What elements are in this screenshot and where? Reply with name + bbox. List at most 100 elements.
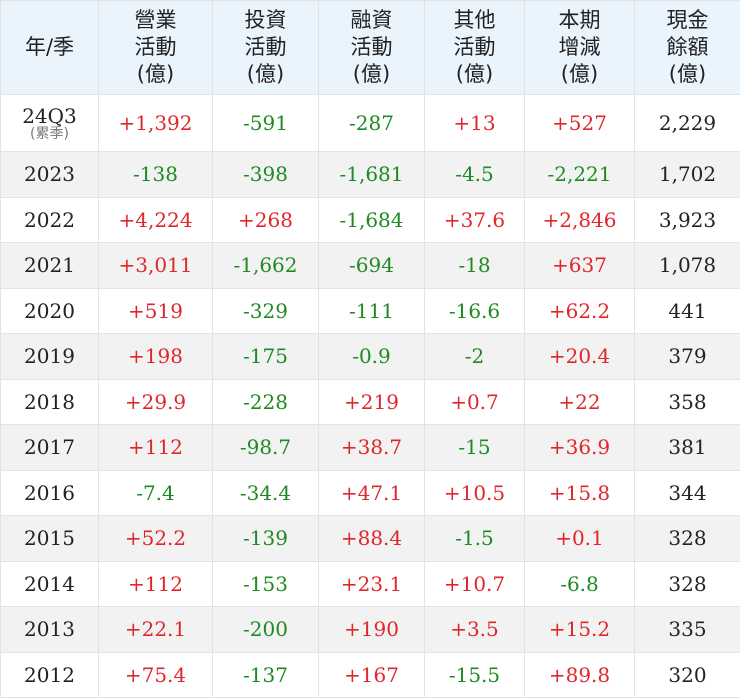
header-line: 本期	[525, 7, 634, 34]
other-value: -15	[425, 425, 525, 471]
cash-balance-value: 1,078	[635, 243, 740, 289]
period-label: 2015	[24, 526, 75, 550]
investing-value: -175	[213, 334, 319, 380]
investing-value: -200	[213, 607, 319, 653]
financing-value: -694	[319, 243, 425, 289]
financing-value: -0.9	[319, 334, 425, 380]
net-change-value: +20.4	[525, 334, 635, 380]
header-line: (億)	[525, 61, 634, 88]
header-line: 融資	[319, 7, 424, 34]
net-change-value: +62.2	[525, 288, 635, 334]
net-change-header: 本期增減(億)	[525, 1, 635, 95]
investing-header: 投資活動(億)	[213, 1, 319, 95]
other-value: -2	[425, 334, 525, 380]
period-cell: 2023	[1, 152, 99, 198]
investing-value: -329	[213, 288, 319, 334]
operating-value: +112	[99, 561, 213, 607]
header-line: (億)	[213, 61, 318, 88]
header-line: 增減	[525, 34, 634, 61]
financing-value: -1,684	[319, 197, 425, 243]
period-cell: 2019	[1, 334, 99, 380]
header-line: 投資	[213, 7, 318, 34]
header-line: 營業	[99, 7, 212, 34]
period-label: 2022	[24, 208, 75, 232]
header-line: (億)	[425, 61, 524, 88]
other-value: -1.5	[425, 516, 525, 562]
operating-value: +519	[99, 288, 213, 334]
period-label: 2018	[24, 390, 75, 414]
other-value: -15.5	[425, 652, 525, 698]
net-change-value: -6.8	[525, 561, 635, 607]
cash-balance-value: 328	[635, 561, 740, 607]
header-line: (億)	[99, 61, 212, 88]
investing-value: -228	[213, 379, 319, 425]
cash-balance-value: 358	[635, 379, 740, 425]
operating-value: +52.2	[99, 516, 213, 562]
period-label: 2023	[24, 162, 75, 186]
period-header: 年/季	[1, 1, 99, 95]
financing-value: +190	[319, 607, 425, 653]
header-line: 活動	[319, 34, 424, 61]
financing-value: +167	[319, 652, 425, 698]
period-label: 2012	[24, 663, 75, 687]
investing-value: -398	[213, 152, 319, 198]
period-cell: 2022	[1, 197, 99, 243]
period-cell: 2013	[1, 607, 99, 653]
operating-value: +3,011	[99, 243, 213, 289]
header-line: 餘額	[635, 34, 740, 61]
financing-value: -287	[319, 95, 425, 152]
operating-value: -7.4	[99, 470, 213, 516]
other-header: 其他活動(億)	[425, 1, 525, 95]
financing-value: +219	[319, 379, 425, 425]
period-label: 2017	[24, 435, 75, 459]
net-change-value: +89.8	[525, 652, 635, 698]
operating-value: +112	[99, 425, 213, 471]
period-label: 2013	[24, 617, 75, 641]
period-cell: 2017	[1, 425, 99, 471]
header-line: 其他	[425, 7, 524, 34]
investing-value: -137	[213, 652, 319, 698]
investing-value: -153	[213, 561, 319, 607]
other-value: +13	[425, 95, 525, 152]
operating-value: +22.1	[99, 607, 213, 653]
header-line: 現金	[635, 7, 740, 34]
cash-balance-value: 335	[635, 607, 740, 653]
header-row: 年/季營業活動(億)投資活動(億)融資活動(億)其他活動(億)本期增減(億)現金…	[1, 1, 740, 95]
investing-value: -139	[213, 516, 319, 562]
period-label: 2020	[24, 299, 75, 323]
other-value: +37.6	[425, 197, 525, 243]
cash-balance-value: 2,229	[635, 95, 740, 152]
header-line: 活動	[213, 34, 318, 61]
net-change-value: -2,221	[525, 152, 635, 198]
financing-value: +23.1	[319, 561, 425, 607]
header-line: (億)	[635, 61, 740, 88]
cash-balance-value: 381	[635, 425, 740, 471]
cash-balance-value: 328	[635, 516, 740, 562]
period-label: 2014	[24, 572, 75, 596]
investing-value: +268	[213, 197, 319, 243]
financing-value: +47.1	[319, 470, 425, 516]
cash-balance-value: 320	[635, 652, 740, 698]
operating-value: +1,392	[99, 95, 213, 152]
net-change-value: +15.2	[525, 607, 635, 653]
other-value: +10.5	[425, 470, 525, 516]
operating-header: 營業活動(億)	[99, 1, 213, 95]
operating-value: +29.9	[99, 379, 213, 425]
period-label: 2021	[24, 253, 75, 277]
net-change-value: +15.8	[525, 470, 635, 516]
cash-balance-header: 現金餘額(億)	[635, 1, 740, 95]
period-label: 2016	[24, 481, 75, 505]
cash-balance-value: 3,923	[635, 197, 740, 243]
financing-value: -111	[319, 288, 425, 334]
period-cell: 2014	[1, 561, 99, 607]
period-cell: 2020	[1, 288, 99, 334]
other-value: +10.7	[425, 561, 525, 607]
